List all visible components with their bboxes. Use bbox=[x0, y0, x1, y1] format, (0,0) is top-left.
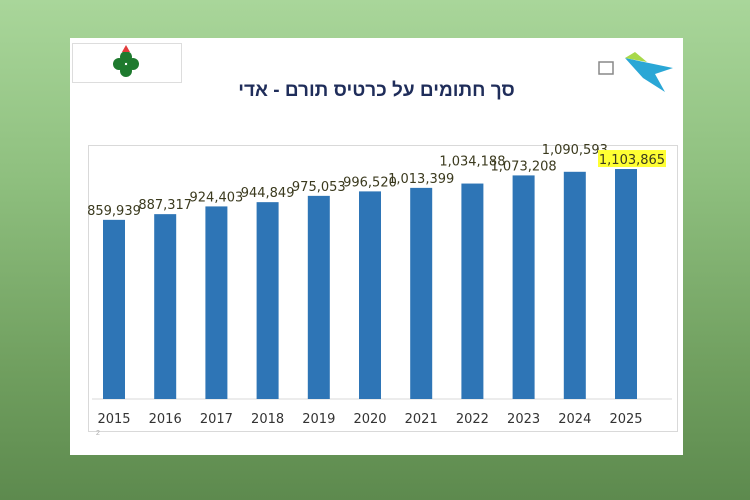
bar-2018 bbox=[256, 202, 279, 399]
bar-2019 bbox=[307, 195, 330, 399]
bar-2016 bbox=[154, 214, 177, 399]
x-tick-2023: 2023 bbox=[507, 412, 540, 427]
bar-2025 bbox=[615, 169, 637, 399]
data-label-2021: 1,013,399 bbox=[388, 172, 454, 187]
bar-2023 bbox=[512, 175, 535, 399]
x-tick-2018: 2018 bbox=[251, 412, 284, 427]
data-label-2015: 859,939 bbox=[87, 204, 141, 219]
x-tick-2020: 2020 bbox=[353, 412, 386, 427]
data-label-2020: 996,520 bbox=[343, 175, 397, 190]
bar-2024 bbox=[563, 171, 586, 399]
ministry-of-health-logo bbox=[595, 48, 680, 108]
star-emblem-icon bbox=[598, 52, 673, 92]
x-tick-2017: 2017 bbox=[200, 412, 233, 427]
page-number: 2 bbox=[96, 430, 100, 437]
chart-frame bbox=[88, 145, 678, 432]
page-title: סך חתומים על כרטיס תורם - אדי bbox=[238, 80, 515, 101]
data-label-2016: 887,317 bbox=[138, 198, 192, 213]
x-tick-2019: 2019 bbox=[302, 412, 335, 427]
slide: סך חתומים על כרטיס תורם - אדי 859,939 201… bbox=[70, 38, 683, 455]
data-label-2023: 1,073,208 bbox=[491, 159, 557, 174]
clover-icon bbox=[113, 45, 139, 77]
data-label-2017: 924,403 bbox=[190, 190, 244, 205]
data-label-2025: 1,103,865 bbox=[599, 153, 665, 168]
addi-logo bbox=[72, 43, 182, 83]
bar-2020 bbox=[359, 191, 381, 399]
bar-2022 bbox=[461, 183, 484, 399]
data-label-2019: 975,053 bbox=[292, 180, 346, 195]
x-tick-2022: 2022 bbox=[456, 412, 489, 427]
x-tick-2021: 2021 bbox=[405, 412, 438, 427]
data-label-2018: 944,849 bbox=[241, 186, 295, 201]
bar-2021 bbox=[410, 187, 433, 399]
highlight-box bbox=[598, 150, 666, 168]
x-tick-2016: 2016 bbox=[149, 412, 182, 427]
x-tick-2024: 2024 bbox=[558, 412, 591, 427]
bar-chart: 859,939 2015 887,317 2016 924,403 2017 944,849… bbox=[87, 143, 672, 427]
x-tick-2015: 2015 bbox=[97, 412, 130, 427]
bar-2015 bbox=[103, 219, 125, 399]
data-label-2024: 1,090,593 bbox=[542, 143, 608, 158]
x-tick-2025: 2025 bbox=[609, 412, 642, 427]
data-label-2022: 1,034,188 bbox=[439, 155, 505, 170]
bar-2017 bbox=[205, 206, 228, 399]
